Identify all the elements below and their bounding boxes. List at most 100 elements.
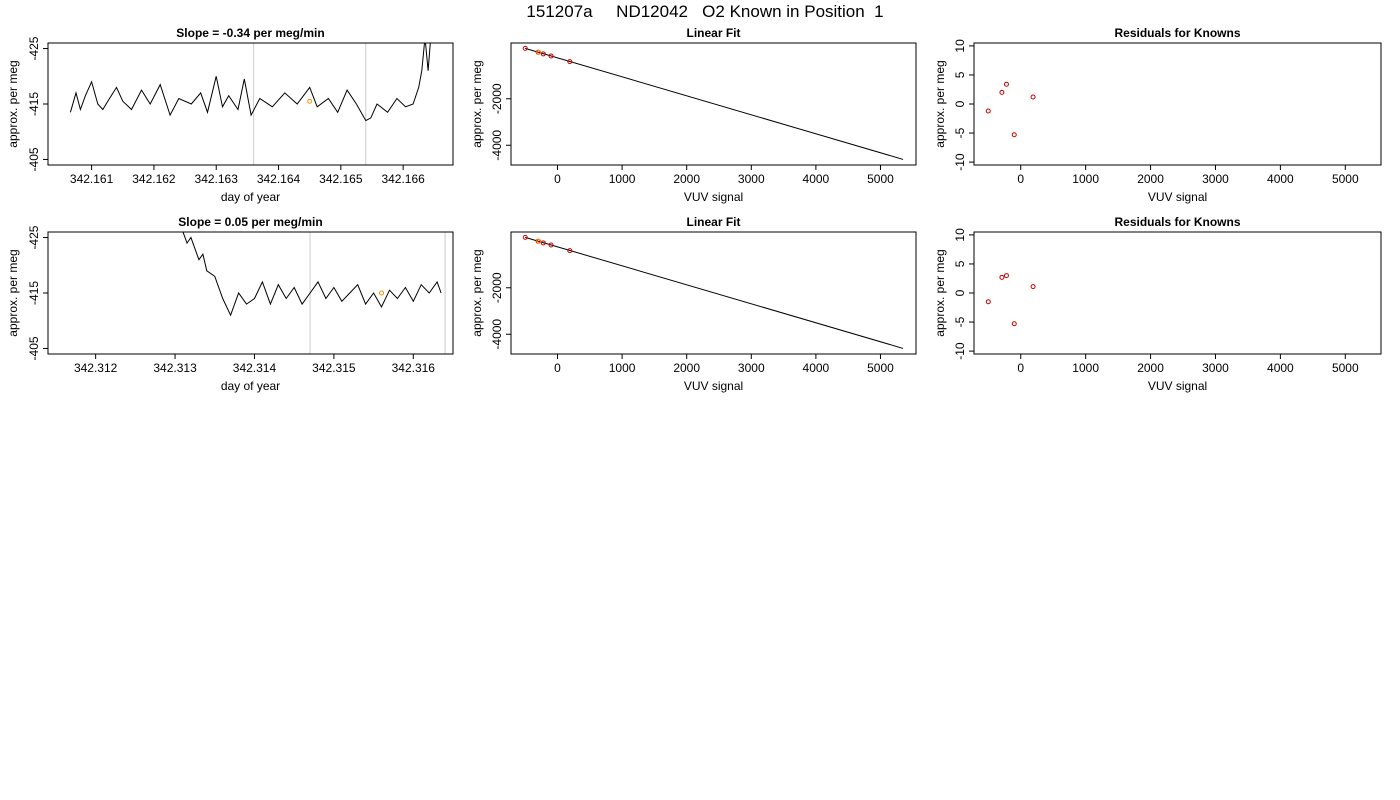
x-tick-label: 342.162 <box>132 172 176 186</box>
data-point <box>985 108 991 114</box>
x-tick-label: 342.316 <box>392 361 436 375</box>
x-tick-label: 4000 <box>803 361 830 375</box>
x-tick-label: 0 <box>554 361 561 375</box>
series-line <box>182 232 442 317</box>
data-point <box>548 242 554 248</box>
y-tick-label: -2000 <box>490 83 504 114</box>
y-tick-label: 10 <box>953 228 967 242</box>
x-tick-label: 3000 <box>738 172 765 186</box>
panel-2-linear-fit: 0 1000 2000 3000 4000 5000 -2000 -4000 Linear Fi… <box>470 215 917 393</box>
panel-title: Linear Fit <box>686 215 740 229</box>
x-tick-label: 1000 <box>1072 172 1099 186</box>
main-title: 151207a ND12042 O2 Known in Position 1 <box>526 2 884 21</box>
panel-title: Residuals for Knowns <box>1114 215 1240 229</box>
x-tick-label: 0 <box>1017 172 1024 186</box>
y-tick-label: -5 <box>953 316 967 327</box>
x-tick-label: 342.315 <box>312 361 356 375</box>
y-axis-label: approx. per meg <box>470 249 484 336</box>
y-tick-label: -425 <box>27 36 41 60</box>
y-tick-label: -10 <box>953 342 967 360</box>
data-point <box>999 89 1005 95</box>
y-axis-label: approx. per meg <box>6 249 20 336</box>
panel-1-residuals: 0 1000 2000 3000 4000 5000 10 5 0 -5 -10 Residuals … <box>933 26 1382 204</box>
y-axis-label: approx. per meg <box>933 60 947 147</box>
x-axis-label: VUV signal <box>684 190 743 204</box>
x-tick-label: 5000 <box>867 172 894 186</box>
x-tick-label: 3000 <box>1202 361 1229 375</box>
y-tick-label: 0 <box>953 289 967 296</box>
panel-title: Residuals for Knowns <box>1114 26 1240 40</box>
x-tick-label: 0 <box>1017 361 1024 375</box>
data-point <box>522 234 528 240</box>
data-point <box>1003 273 1009 279</box>
x-tick-label: 5000 <box>1332 172 1359 186</box>
data-point <box>548 53 554 59</box>
x-tick-label: 342.163 <box>195 172 239 186</box>
y-tick-label: 5 <box>953 71 967 78</box>
data-point <box>1011 321 1017 327</box>
data-point <box>540 240 546 246</box>
y-tick-label: -405 <box>27 336 41 360</box>
data-point <box>540 51 546 57</box>
y-tick-label: 0 <box>953 100 967 107</box>
data-point <box>567 248 573 254</box>
x-tick-label: 2000 <box>673 361 700 375</box>
x-tick-label: 342.165 <box>319 172 363 186</box>
y-tick-label: -425 <box>27 225 41 249</box>
series-line <box>69 43 431 122</box>
y-axis-label: approx. per meg <box>6 60 20 147</box>
y-tick-label: -4000 <box>490 130 504 161</box>
y-tick-label: -4000 <box>490 319 504 350</box>
y-tick-label: -405 <box>27 147 41 171</box>
x-axis-label: day of year <box>221 379 280 393</box>
x-tick-label: 5000 <box>867 361 894 375</box>
data-point <box>1011 132 1017 138</box>
x-tick-label: 3000 <box>1202 172 1229 186</box>
data-point <box>567 59 573 65</box>
x-tick-label: 342.312 <box>74 361 118 375</box>
plot-frame <box>973 231 1382 355</box>
x-tick-label: 5000 <box>1332 361 1359 375</box>
data-point <box>1030 94 1036 100</box>
y-tick-label: -10 <box>953 153 967 171</box>
y-axis-label: approx. per meg <box>933 249 947 336</box>
x-tick-label: 4000 <box>803 172 830 186</box>
panel-1-linear-fit: 0 1000 2000 3000 4000 5000 -2000 -4000 Linear Fi… <box>470 26 917 204</box>
highlight-point <box>379 290 385 296</box>
data-point <box>522 45 528 51</box>
x-axis-label: VUV signal <box>1148 379 1207 393</box>
y-tick-label: -415 <box>27 92 41 116</box>
panel-title: Slope = 0.05 per meg/min <box>178 215 322 229</box>
x-tick-label: 0 <box>554 172 561 186</box>
y-tick-label: -2000 <box>490 272 504 303</box>
y-tick-label: 5 <box>953 260 967 267</box>
data-point <box>985 299 991 305</box>
y-axis-label: approx. per meg <box>470 60 484 147</box>
x-tick-label: 342.164 <box>257 172 301 186</box>
x-tick-label: 342.313 <box>153 361 197 375</box>
x-tick-label: 2000 <box>1137 172 1164 186</box>
plot-frame <box>510 42 917 166</box>
x-axis-label: VUV signal <box>684 379 743 393</box>
x-tick-label: 342.161 <box>70 172 114 186</box>
highlight-point <box>536 238 542 244</box>
x-axis-label: day of year <box>221 190 280 204</box>
x-tick-label: 2000 <box>673 172 700 186</box>
panel-title: Slope = -0.34 per meg/min <box>176 26 324 40</box>
plot-frame <box>510 231 917 355</box>
y-tick-label: -5 <box>953 127 967 138</box>
highlight-point <box>307 98 313 104</box>
x-axis-label: VUV signal <box>1148 190 1207 204</box>
data-point <box>999 274 1005 280</box>
panel-1-slope-timeseries: 342.161 342.162 342.163 342.164 342.165 342.1… <box>6 26 454 204</box>
panel-title: Linear Fit <box>686 26 740 40</box>
x-tick-label: 342.166 <box>381 172 425 186</box>
data-point <box>1030 284 1036 290</box>
y-tick-label: -415 <box>27 281 41 305</box>
highlight-point <box>536 49 542 55</box>
x-tick-label: 3000 <box>738 361 765 375</box>
y-tick-label: 10 <box>953 39 967 53</box>
panel-2-slope-timeseries: 342.312 342.313 342.314 342.315 342.316 -405 -… <box>6 215 454 393</box>
x-tick-label: 4000 <box>1267 172 1294 186</box>
x-tick-label: 2000 <box>1137 361 1164 375</box>
